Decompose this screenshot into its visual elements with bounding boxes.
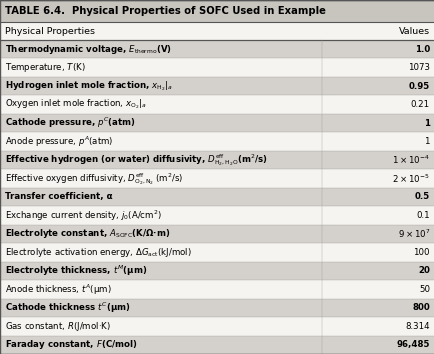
Text: Faraday constant, $F$(C/mol): Faraday constant, $F$(C/mol)	[5, 338, 137, 351]
Bar	[0, 317, 434, 336]
Text: Effective hydrogen (or water) diffusivity, $D^{\mathrm{eff}}_{\mathrm{H_2,H_2O}}: Effective hydrogen (or water) diffusivit…	[5, 152, 267, 168]
Text: Hydrogen inlet mole fraction, $x_{\mathrm{H_2}}|_a$: Hydrogen inlet mole fraction, $x_{\mathr…	[5, 79, 172, 93]
Bar	[0, 280, 434, 298]
Text: 0.1: 0.1	[415, 211, 429, 220]
Text: Electrolyte activation energy, Δ$G_{\mathrm{act}}$(kJ/mol): Electrolyte activation energy, Δ$G_{\mat…	[5, 246, 191, 259]
Text: Physical Properties: Physical Properties	[5, 27, 95, 35]
Bar	[0, 96, 434, 114]
Text: TABLE 6.4.  Physical Properties of SOFC Used in Example: TABLE 6.4. Physical Properties of SOFC U…	[5, 6, 325, 16]
Bar	[0, 188, 434, 206]
Bar	[0, 0, 434, 22]
Text: 0.95: 0.95	[408, 82, 429, 91]
Bar	[0, 225, 434, 243]
Text: 800: 800	[411, 303, 429, 312]
Text: $2 \times 10^{-5}$: $2 \times 10^{-5}$	[391, 172, 429, 185]
Bar	[0, 262, 434, 280]
Bar	[0, 40, 434, 58]
Text: Electrolyte constant, $A_{\mathrm{SOFC}}$(K/Ω·m): Electrolyte constant, $A_{\mathrm{SOFC}}…	[5, 227, 170, 240]
Text: Values: Values	[398, 27, 429, 35]
Text: Oxygen inlet mole fraction, $x_{\mathrm{O_2}}|_a$: Oxygen inlet mole fraction, $x_{\mathrm{…	[5, 98, 146, 112]
Text: $9 \times 10^7$: $9 \times 10^7$	[397, 228, 429, 240]
Text: 100: 100	[413, 248, 429, 257]
Text: Electrolyte thickness, $t^M$(µm): Electrolyte thickness, $t^M$(µm)	[5, 264, 147, 278]
Bar	[0, 132, 434, 151]
Text: Cathode pressure, $p^C$(atm): Cathode pressure, $p^C$(atm)	[5, 116, 135, 130]
Text: Cathode thickness $t^C$(µm): Cathode thickness $t^C$(µm)	[5, 301, 130, 315]
Bar	[0, 77, 434, 96]
Text: Temperature, $T$(K): Temperature, $T$(K)	[5, 61, 85, 74]
Text: Thermodynamic voltage, $E_{\mathrm{thermo}}$(V): Thermodynamic voltage, $E_{\mathrm{therm…	[5, 43, 171, 56]
Bar	[0, 336, 434, 354]
Text: 96,485: 96,485	[396, 340, 429, 349]
Text: 0.5: 0.5	[414, 193, 429, 201]
Bar	[0, 22, 434, 40]
Text: $1 \times 10^{-4}$: $1 \times 10^{-4}$	[391, 154, 429, 166]
Bar	[0, 243, 434, 262]
Text: Anode pressure, $p^A$(atm): Anode pressure, $p^A$(atm)	[5, 135, 113, 149]
Text: 1: 1	[423, 119, 429, 128]
Text: 0.21: 0.21	[410, 100, 429, 109]
Text: Transfer coefficient, α: Transfer coefficient, α	[5, 193, 112, 201]
Text: 1.0: 1.0	[414, 45, 429, 54]
Bar	[0, 206, 434, 225]
Text: 50: 50	[418, 285, 429, 294]
Bar	[0, 298, 434, 317]
Bar	[0, 169, 434, 188]
Bar	[0, 114, 434, 132]
Text: Gas constant, $R$(J/mol·K): Gas constant, $R$(J/mol·K)	[5, 320, 111, 333]
Bar	[0, 58, 434, 77]
Text: 20: 20	[417, 266, 429, 275]
Text: Exchange current density, $j_0$(A/cm$^2$): Exchange current density, $j_0$(A/cm$^2$…	[5, 208, 161, 223]
Text: 8.314: 8.314	[404, 322, 429, 331]
Text: 1: 1	[424, 137, 429, 146]
Text: Effective oxygen diffusivity, $D^{\mathrm{eff}}_{\mathrm{O_2,N_2}}$ (m$^2$/s): Effective oxygen diffusivity, $D^{\mathr…	[5, 171, 183, 187]
Bar	[0, 151, 434, 169]
Text: Anode thickness, $t^A$(µm): Anode thickness, $t^A$(µm)	[5, 282, 112, 297]
Text: 1073: 1073	[407, 63, 429, 72]
